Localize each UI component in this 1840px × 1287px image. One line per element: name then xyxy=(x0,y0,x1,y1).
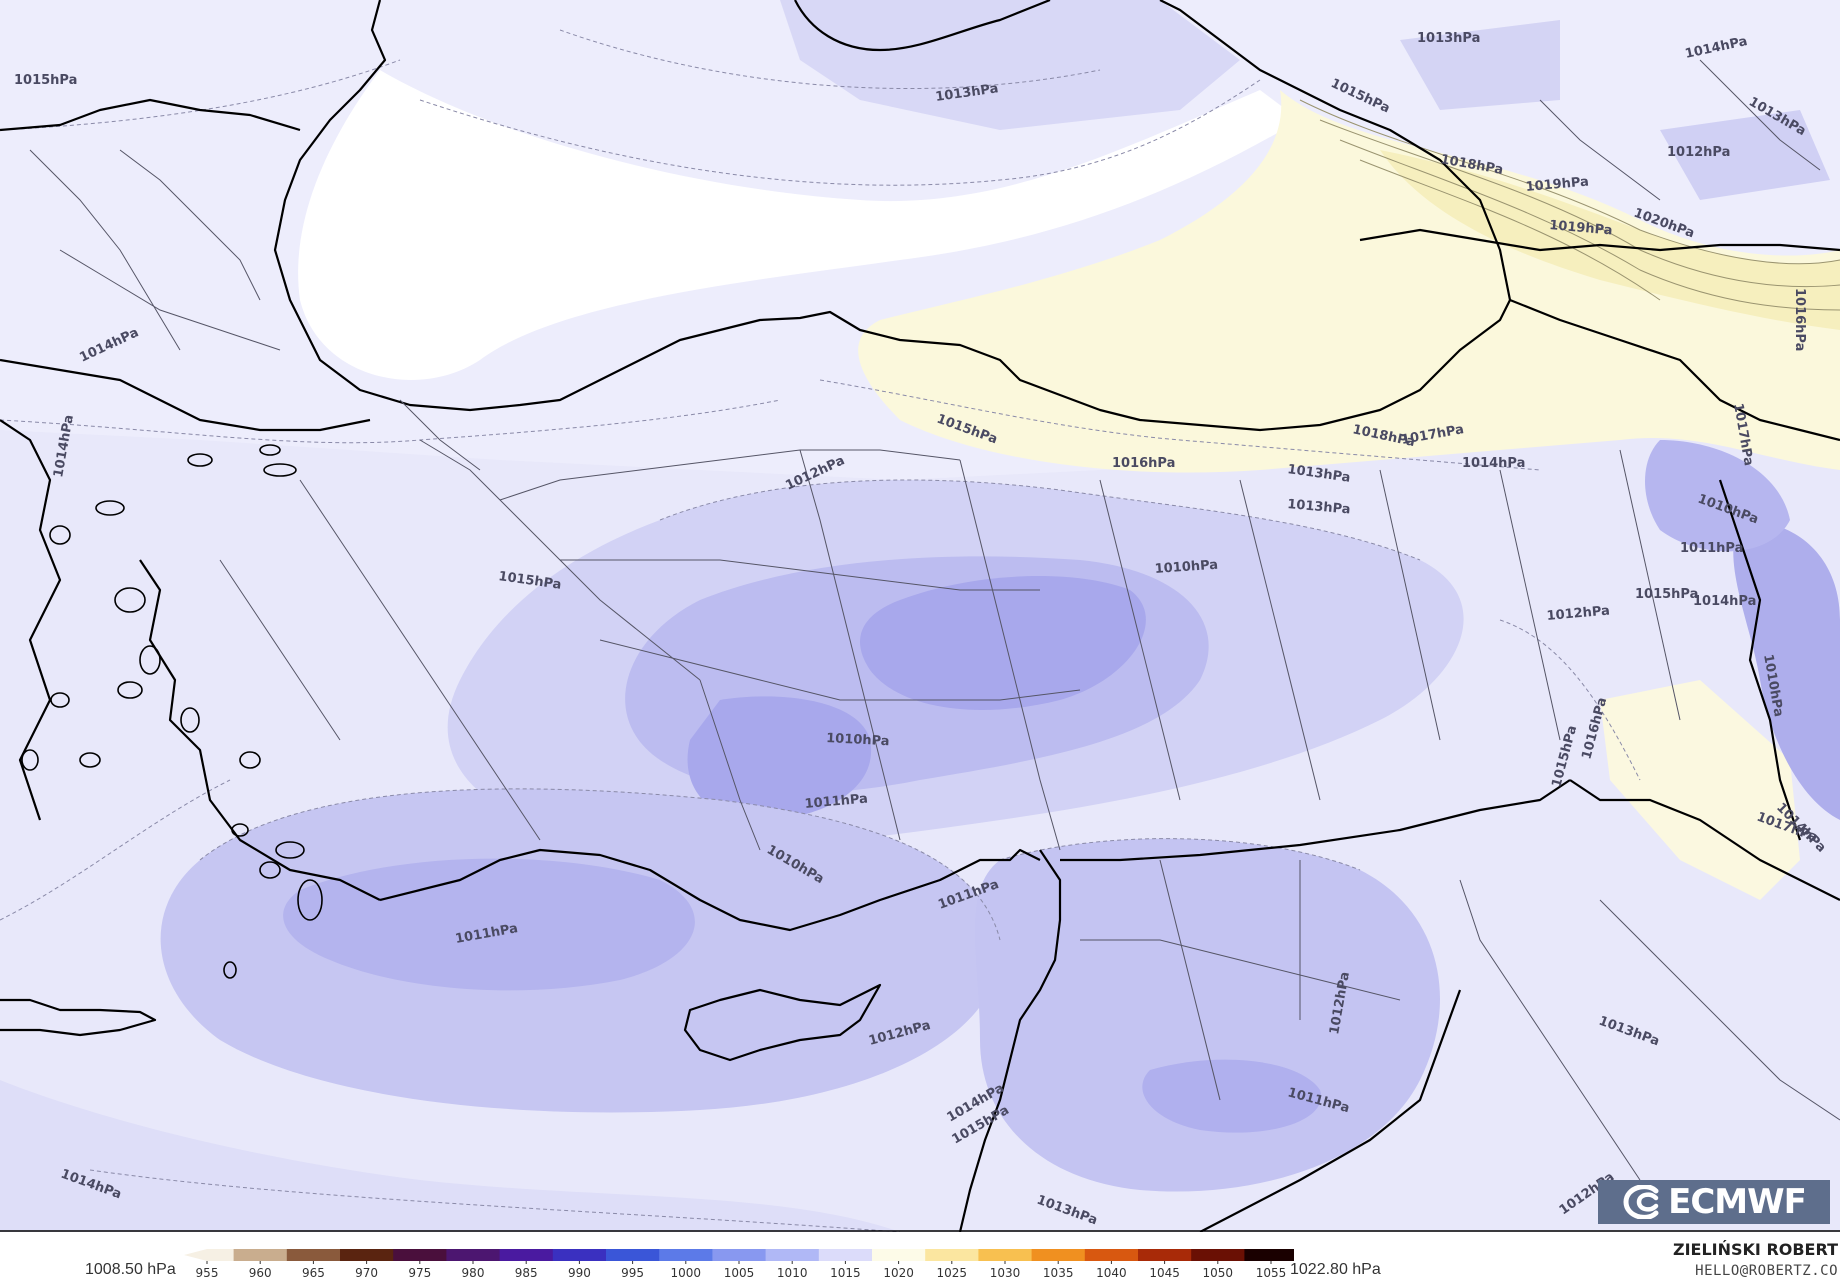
colorbar-tick-label: 1025 xyxy=(937,1266,968,1280)
isobar-label: 1012hPa xyxy=(1667,145,1730,160)
isobar-label: 1016hPa xyxy=(1112,456,1175,471)
isobar-label: 1019hPa xyxy=(1525,175,1589,195)
field-east-low xyxy=(1733,520,1840,820)
colorbar-ticks: 955 960 965 970 975 980 985 990 995 1000 1005 1010 1… xyxy=(196,1261,1287,1280)
colorbar-segment xyxy=(1191,1249,1246,1261)
colorbar-segment xyxy=(1031,1249,1086,1261)
colorbar-tick-label: 1045 xyxy=(1149,1266,1180,1280)
colorbar-segment xyxy=(872,1249,927,1261)
isobar-label: 1014hPa xyxy=(1693,594,1756,609)
islands xyxy=(21,444,323,979)
field-syria-low xyxy=(975,838,1440,1192)
coastlines xyxy=(0,0,1840,1232)
author-credit: ZIELIŃSKI ROBERT xyxy=(1672,1240,1838,1259)
colorbar-segment xyxy=(606,1249,661,1261)
pressure-map: 1015hPa 1013hPa 1013hPa 1014hPa 1013hPa … xyxy=(0,0,1840,1232)
isobar-label: 1012hPa xyxy=(1546,604,1610,624)
colorbar-tick-label: 985 xyxy=(515,1266,538,1280)
pressure-field-svg: 1015hPa 1013hPa 1013hPa 1014hPa 1013hPa … xyxy=(0,0,1840,1232)
colorbar-tick-label: 1030 xyxy=(990,1266,1021,1280)
isobar-label: 1010hPa xyxy=(1154,558,1218,577)
isobar-label: 1014hPa xyxy=(1462,456,1525,471)
field-caucasus-low xyxy=(1660,110,1830,200)
colorbar-segment xyxy=(552,1249,607,1261)
field-central-low-core xyxy=(860,576,1146,710)
colorbar-tick-label: 1015 xyxy=(830,1266,861,1280)
isobar-label: 1016hPa xyxy=(1792,288,1807,351)
colorbar-segments xyxy=(184,1249,1294,1261)
colorbar-segment xyxy=(446,1249,501,1261)
ecmwf-logo: ECMWF xyxy=(1598,1180,1830,1224)
colorbar-segment xyxy=(499,1249,554,1261)
colorbar-tick-label: 995 xyxy=(621,1266,644,1280)
colorbar-tick-label: 1050 xyxy=(1203,1266,1234,1280)
colorbar-tick-label: 990 xyxy=(568,1266,591,1280)
colorbar-tick-label: 975 xyxy=(408,1266,431,1280)
colorbar-tick-label: 965 xyxy=(302,1266,325,1280)
isobar-label: 1019hPa xyxy=(1549,218,1613,238)
colorbar-tick-label: 960 xyxy=(249,1266,272,1280)
isobar-label: 1015hPa xyxy=(14,73,77,88)
colorbar-segment xyxy=(1244,1249,1294,1261)
colorbar-segment xyxy=(925,1249,980,1261)
colorbar-tick-label: 955 xyxy=(196,1266,219,1280)
field-iran-yellow xyxy=(1600,680,1800,900)
colorbar-segment xyxy=(818,1249,873,1261)
colorbar-segment xyxy=(659,1249,714,1261)
isobar-lines xyxy=(0,29,1641,1232)
colorbar-segment xyxy=(712,1249,767,1261)
field-high-yellow-core xyxy=(1380,150,1840,330)
field-white-area xyxy=(298,70,1301,380)
isobar-label: 1013hPa xyxy=(1287,497,1351,517)
isobar-label: 1011hPa xyxy=(804,792,868,812)
ecmwf-logo-icon xyxy=(1623,1185,1659,1219)
colorbar-tick-label: 1000 xyxy=(671,1266,702,1280)
isobar-label: 1010hPa xyxy=(826,731,890,749)
colorbar-segment xyxy=(1138,1249,1193,1261)
colorbar-tick-label: 1035 xyxy=(1043,1266,1074,1280)
colorbar-tick-label: 1055 xyxy=(1256,1266,1287,1280)
colorbar-segment xyxy=(393,1249,448,1261)
author-email: HELLO@ROBERTZ.CO xyxy=(1695,1263,1838,1279)
colorbar-segment xyxy=(765,1249,820,1261)
field-ne-low xyxy=(1400,20,1560,110)
colorbar-min-label: 1008.50 hPa xyxy=(85,1261,176,1278)
field-sw xyxy=(0,1080,900,1232)
colorbar-tick-label: 1020 xyxy=(883,1266,914,1280)
colorbar-segment xyxy=(1084,1249,1139,1261)
colorbar-tick-label: 980 xyxy=(462,1266,485,1280)
field-high-yellow xyxy=(858,90,1840,473)
colorbar-tick-label: 1005 xyxy=(724,1266,755,1280)
isobar-label: 1011hPa xyxy=(1680,541,1743,556)
ecmwf-logo-text: ECMWF xyxy=(1668,1182,1807,1222)
colorbar-tick-label: 1010 xyxy=(777,1266,808,1280)
field-taurus-low xyxy=(687,696,872,820)
colorbar-tick-label: 970 xyxy=(355,1266,378,1280)
colorbar: 955 960 965 970 975 980 985 990 995 1000 1005 1010 1… xyxy=(184,1249,1294,1280)
internal-borders xyxy=(29,59,1840,1181)
colorbar-segment xyxy=(340,1249,395,1261)
field-caucasus-east-low xyxy=(1645,440,1790,552)
isobar-label: 1015hPa xyxy=(1635,587,1698,602)
isobar-label: 1013hPa xyxy=(1417,31,1480,46)
field-blacksea-low xyxy=(780,0,1240,130)
colorbar-tick-label: 1040 xyxy=(1096,1266,1127,1280)
colorbar-max-label: 1022.80 hPa xyxy=(1290,1261,1381,1278)
isobar-lines-high xyxy=(1299,99,1840,311)
colorbar-min-triangle xyxy=(184,1249,207,1261)
field-syria-core xyxy=(1142,1059,1322,1133)
colorbar-segment xyxy=(233,1249,288,1261)
colorbar-segment xyxy=(286,1249,341,1261)
field-med-low-core xyxy=(283,858,695,991)
colorbar-segment xyxy=(978,1249,1033,1261)
